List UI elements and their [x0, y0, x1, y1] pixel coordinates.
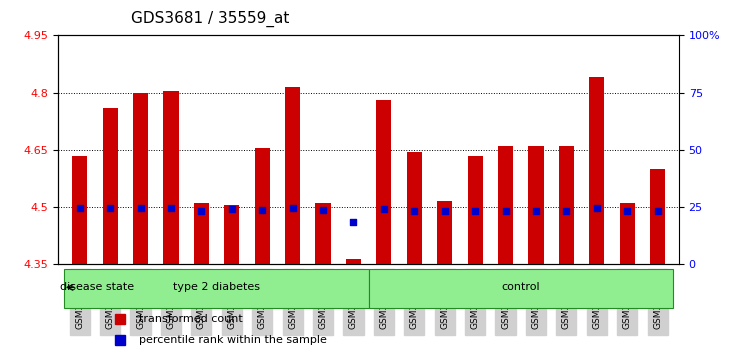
- Bar: [102, 108, 118, 264]
- Point: [196, 208, 207, 214]
- Text: transformed count: transformed count: [139, 314, 243, 324]
- FancyBboxPatch shape: [369, 269, 673, 308]
- Point: [591, 206, 603, 211]
- Text: GDS3681 / 35559_at: GDS3681 / 35559_at: [131, 11, 290, 27]
- Bar: [164, 91, 179, 264]
- Bar: [467, 156, 483, 264]
- Bar: [407, 152, 422, 264]
- Point: [500, 208, 512, 214]
- Bar: [498, 146, 513, 264]
- Point: [318, 207, 329, 213]
- Bar: [437, 201, 453, 264]
- Point: [439, 208, 450, 214]
- Text: disease state: disease state: [60, 282, 134, 292]
- Point: [226, 206, 238, 212]
- Point: [347, 219, 359, 225]
- Point: [530, 208, 542, 214]
- Bar: [529, 146, 544, 264]
- Bar: [285, 87, 300, 264]
- Point: [561, 208, 572, 214]
- Text: control: control: [502, 282, 540, 292]
- Point: [134, 206, 146, 211]
- Bar: [650, 169, 665, 264]
- Point: [409, 208, 420, 214]
- Bar: [133, 93, 148, 264]
- Bar: [558, 146, 574, 264]
- Bar: [255, 148, 270, 264]
- Bar: [346, 259, 361, 264]
- Text: percentile rank within the sample: percentile rank within the sample: [139, 335, 327, 344]
- Bar: [224, 205, 239, 264]
- Point: [378, 206, 390, 212]
- Text: type 2 diabetes: type 2 diabetes: [173, 282, 260, 292]
- Point: [621, 208, 633, 214]
- Bar: [315, 204, 331, 264]
- Bar: [376, 100, 391, 264]
- Bar: [620, 204, 635, 264]
- Point: [652, 208, 664, 214]
- Point: [74, 206, 85, 211]
- Point: [104, 206, 116, 211]
- Bar: [193, 204, 209, 264]
- Point: [165, 206, 177, 211]
- Bar: [72, 156, 88, 264]
- Point: [287, 206, 299, 211]
- Point: [469, 208, 481, 214]
- Point: [256, 207, 268, 213]
- FancyBboxPatch shape: [64, 269, 369, 308]
- Bar: [589, 78, 604, 264]
